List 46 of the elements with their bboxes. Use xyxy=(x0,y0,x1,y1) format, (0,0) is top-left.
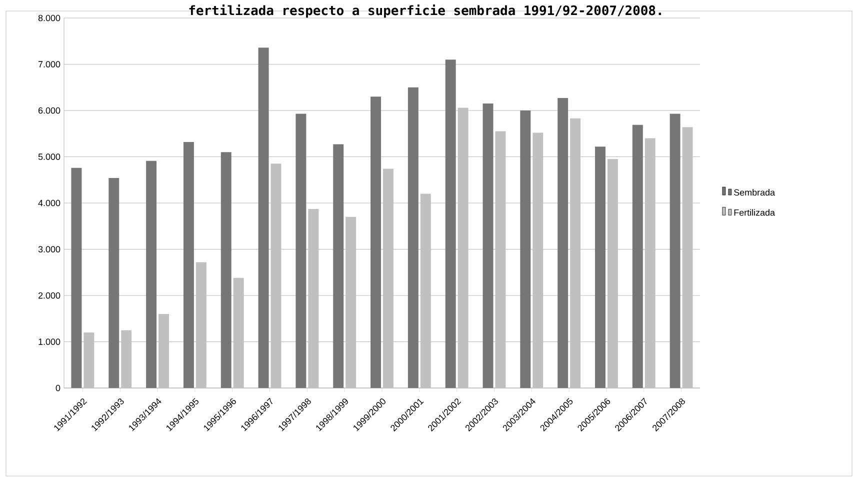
legend-label: Fertilizada xyxy=(734,209,775,216)
y-tick-label: 7.000 xyxy=(38,61,60,68)
bar xyxy=(108,178,120,388)
bar xyxy=(595,146,606,388)
bar xyxy=(445,60,456,388)
bar xyxy=(183,142,194,388)
bar xyxy=(458,108,468,388)
y-tick-label: 5.000 xyxy=(38,154,60,160)
y-tick-label: 2.000 xyxy=(38,292,60,299)
bar xyxy=(233,278,244,388)
bar xyxy=(121,330,132,388)
bar xyxy=(220,152,232,388)
bar xyxy=(482,104,494,388)
y-tick-label: 0 xyxy=(56,384,60,392)
bar xyxy=(370,96,382,388)
bar xyxy=(258,48,269,388)
bar xyxy=(296,114,306,388)
y-tick-label: 8.000 xyxy=(38,14,60,22)
bar xyxy=(682,127,693,388)
bar xyxy=(495,131,506,388)
bar xyxy=(520,110,531,388)
bar xyxy=(607,159,618,388)
bar xyxy=(670,114,680,388)
bar xyxy=(644,138,656,388)
y-tick-label: 4.000 xyxy=(38,200,60,206)
y-tick-label: 1.000 xyxy=(38,338,60,345)
y-tick-label: 3.000 xyxy=(38,246,60,252)
y-tick-label: 6.000 xyxy=(38,107,60,114)
chart-title: fertilizada respecto a superficie sembrada 1991/92-2007/2008. xyxy=(189,4,661,18)
bar xyxy=(84,332,94,388)
bar xyxy=(158,314,170,388)
bar xyxy=(71,168,82,388)
legend-label: Sembrada xyxy=(734,189,775,196)
bar xyxy=(346,216,356,388)
bar xyxy=(558,98,568,388)
bar xyxy=(270,164,282,388)
bar xyxy=(532,132,544,388)
bar xyxy=(420,194,431,388)
bar xyxy=(408,87,418,388)
bar xyxy=(383,168,394,388)
bar xyxy=(146,160,157,388)
bar xyxy=(570,118,581,388)
bar xyxy=(333,144,344,388)
bar xyxy=(632,124,643,388)
bar xyxy=(196,262,206,388)
bar xyxy=(308,209,319,388)
